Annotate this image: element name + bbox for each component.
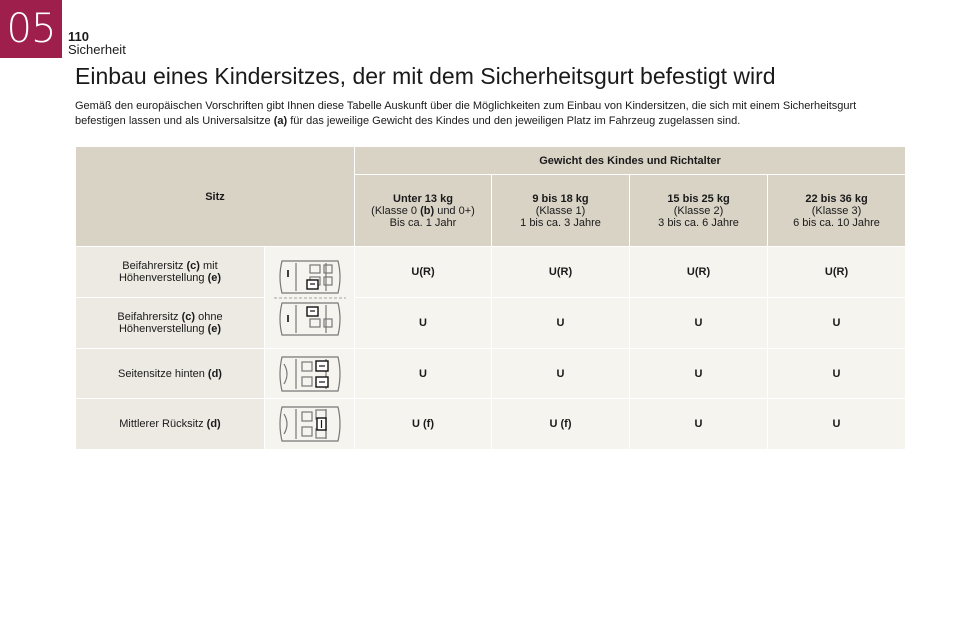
class-header-0: Unter 13 kg (Klasse 0 (b) und 0+) Bis ca… <box>354 174 492 247</box>
intro-line-2a: befestigen lassen und als Universalsitze <box>75 115 274 127</box>
value-r4-c1: U (f) <box>354 398 492 450</box>
rear-side-pictogram-cell <box>264 348 355 399</box>
intro-ref-a: (a) <box>273 115 288 127</box>
page-title: Einbau eines Kindersitzes, der mit dem S… <box>75 63 776 89</box>
seat-label-rear-center: Mittlerer Rücksitz (d) <box>75 398 265 450</box>
value-r1-c4: U(R) <box>766 246 907 298</box>
value-r4-c4: U <box>766 398 907 450</box>
value-r2-c1: U <box>354 297 492 349</box>
seat-label-front-without-height: Beifahrersitz (c) ohne Höhenverstellung … <box>75 297 265 349</box>
weight-header: Gewicht des Kindes und Richtalter <box>353 146 907 175</box>
value-r2-c2: U <box>491 297 630 349</box>
value-r1-c2: U(R) <box>491 246 630 298</box>
class-header-3: 22 bis 36 kg (Klasse 3) 6 bis ca. 10 Jah… <box>766 174 907 247</box>
car-front-seat-icon <box>273 259 346 336</box>
value-r3-c3: U <box>629 348 768 399</box>
rear-center-pictogram-cell <box>264 398 355 450</box>
seat-label-rear-side: Seitensitze hinten (d) <box>75 348 265 399</box>
value-r2-c4: U <box>766 297 907 349</box>
value-r1-c1: U(R) <box>354 246 492 298</box>
child-seat-table: Sitz Gewicht des Kindes und Richtalter U… <box>75 146 907 450</box>
seat-label-front-with-height: Beifahrersitz (c) mit Höhenverstellung (… <box>75 246 265 298</box>
intro-paragraph: Gemäß den europäischen Vorschriften gibt… <box>75 99 905 129</box>
chapter-tab: 05 <box>0 0 62 58</box>
section-title: Sicherheit <box>68 42 126 57</box>
front-seat-pictogram-cell <box>264 246 355 349</box>
car-rear-center-seat-icon <box>278 406 341 442</box>
value-r3-c2: U <box>491 348 630 399</box>
intro-line-1: Gemäß den europäischen Vorschriften gibt… <box>75 100 857 112</box>
seat-header: Sitz <box>75 146 355 247</box>
intro-line-2b: für das jeweilige Gewicht des Kindes und… <box>287 115 741 127</box>
value-r1-c3: U(R) <box>629 246 768 298</box>
value-r4-c3: U <box>629 398 768 450</box>
value-r2-c3: U <box>629 297 768 349</box>
value-r3-c1: U <box>354 348 492 399</box>
class-header-2: 15 bis 25 kg (Klasse 2) 3 bis ca. 6 Jahr… <box>629 174 768 247</box>
page-number: 110 <box>68 29 89 44</box>
value-r4-c2: U (f) <box>491 398 630 450</box>
car-rear-side-seats-icon <box>278 355 341 392</box>
value-r3-c4: U <box>766 348 907 399</box>
class-header-1: 9 bis 18 kg (Klasse 1) 1 bis ca. 3 Jahre <box>491 174 630 247</box>
